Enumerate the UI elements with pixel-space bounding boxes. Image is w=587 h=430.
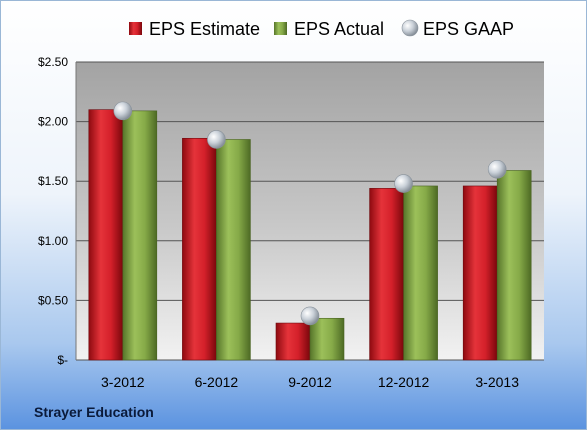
bar-eps-estimate <box>462 185 498 361</box>
bar-eps-estimate <box>88 109 124 361</box>
marker-eps-gaap <box>300 306 320 326</box>
bars <box>88 109 532 361</box>
bar-eps-actual <box>122 110 158 361</box>
legend-swatch <box>129 22 142 35</box>
x-tick-label: 12-2012 <box>378 374 430 390</box>
legend-swatch <box>274 22 287 35</box>
y-tick-label: $1.00 <box>38 234 68 248</box>
gaap-markers <box>113 101 507 326</box>
bar-eps-estimate <box>369 188 404 361</box>
bar-eps-estimate <box>275 322 311 361</box>
company-name: Strayer Education <box>34 404 154 420</box>
x-tick-label: 6-2012 <box>195 374 239 390</box>
legend-swatch <box>401 19 419 37</box>
legend-label: EPS GAAP <box>423 19 514 39</box>
y-tick-label: $1.50 <box>38 174 68 188</box>
bar-eps-actual <box>496 170 532 361</box>
y-tick-label: $2.00 <box>38 115 68 129</box>
bar-eps-actual <box>216 139 251 361</box>
bar-eps-estimate <box>182 137 217 361</box>
x-axis-labels: 3-2012 6-2012 9-2012 12-2012 3-2013 <box>101 374 519 390</box>
marker-eps-gaap <box>487 159 507 179</box>
x-tick-label: 9-2012 <box>288 374 332 390</box>
y-axis-ticks: $- $0.50 $1.00 $1.50 $2.00 $2.50 <box>38 55 68 367</box>
x-tick-label: 3-2012 <box>101 374 145 390</box>
marker-eps-gaap <box>394 174 413 193</box>
bar-eps-actual <box>403 185 438 361</box>
x-tick-label: 3-2013 <box>475 374 519 390</box>
bar-eps-actual <box>309 317 345 361</box>
y-tick-label: $0.50 <box>38 293 68 307</box>
marker-eps-gaap <box>113 101 133 121</box>
y-tick-label: $- <box>57 353 68 367</box>
legend-label: EPS Estimate <box>149 19 260 39</box>
legend: EPS Estimate EPS Actual EPS GAAP <box>129 19 514 39</box>
y-tick-label: $2.50 <box>38 55 68 69</box>
marker-eps-gaap <box>207 130 226 149</box>
legend-label: EPS Actual <box>294 19 384 39</box>
